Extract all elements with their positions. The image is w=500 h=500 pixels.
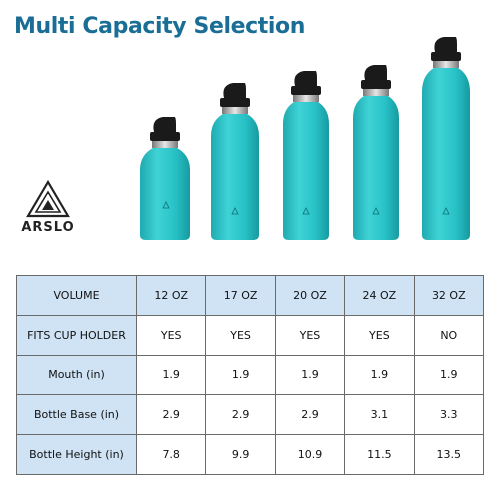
row-label: Bottle Height (in) <box>16 434 137 475</box>
table-cell: 13.5 <box>413 434 485 475</box>
bottle-17oz <box>211 83 259 240</box>
table-row: Mouth (in) 1.9 1.9 1.9 1.9 1.9 <box>16 354 485 396</box>
row-label: FITS CUP HOLDER <box>16 314 137 356</box>
table-cell: NO <box>413 314 485 356</box>
row-label: Bottle Base (in) <box>16 394 137 436</box>
table-cell: 1.9 <box>344 354 415 396</box>
column-header: 12 OZ <box>135 275 207 316</box>
table-row: Bottle Base (in) 2.9 2.9 2.9 3.1 3.3 <box>16 394 485 436</box>
bottle-24oz <box>353 65 399 240</box>
table-cell: YES <box>135 314 207 356</box>
row-label: Mouth (in) <box>16 354 137 396</box>
table-cell: 1.9 <box>205 354 276 396</box>
column-header: 17 OZ <box>205 275 276 316</box>
column-header: 24 OZ <box>344 275 415 316</box>
row-label: VOLUME <box>16 275 137 316</box>
table-cell: 2.9 <box>135 394 207 436</box>
table-cell: 7.8 <box>135 434 207 475</box>
table-cell: 9.9 <box>205 434 276 475</box>
table-cell: YES <box>274 314 346 356</box>
table-cell: 2.9 <box>274 394 346 436</box>
table-row: Bottle Height (in) 7.8 9.9 10.9 11.5 13.… <box>16 434 485 475</box>
table-cell: 2.9 <box>205 394 276 436</box>
table-cell: YES <box>344 314 415 356</box>
brand-logo: ARSLO <box>18 178 78 240</box>
triangle-logo-icon <box>26 179 70 218</box>
bottle-32oz <box>422 37 470 240</box>
column-header: 20 OZ <box>274 275 346 316</box>
table-cell: 1.9 <box>135 354 207 396</box>
brand-name: ARSLO <box>21 220 75 235</box>
bottle-lineup <box>140 37 470 240</box>
table-header-row: VOLUME 12 OZ 17 OZ 20 OZ 24 OZ 32 OZ <box>16 275 485 316</box>
table-cell: 11.5 <box>344 434 415 475</box>
bottle-20oz <box>283 71 329 240</box>
capacity-spec-table: VOLUME 12 OZ 17 OZ 20 OZ 24 OZ 32 OZ FIT… <box>16 275 485 475</box>
page-title: Multi Capacity Selection <box>14 14 305 39</box>
table-cell: 1.9 <box>413 354 485 396</box>
table-cell: 10.9 <box>274 434 346 475</box>
column-header: 32 OZ <box>413 275 485 316</box>
table-cell: YES <box>205 314 276 356</box>
table-cell: 1.9 <box>274 354 346 396</box>
table-cell: 3.1 <box>344 394 415 436</box>
table-cell: 3.3 <box>413 394 485 436</box>
bottle-12oz <box>140 117 190 240</box>
table-row: FITS CUP HOLDER YES YES YES YES NO <box>16 314 485 356</box>
